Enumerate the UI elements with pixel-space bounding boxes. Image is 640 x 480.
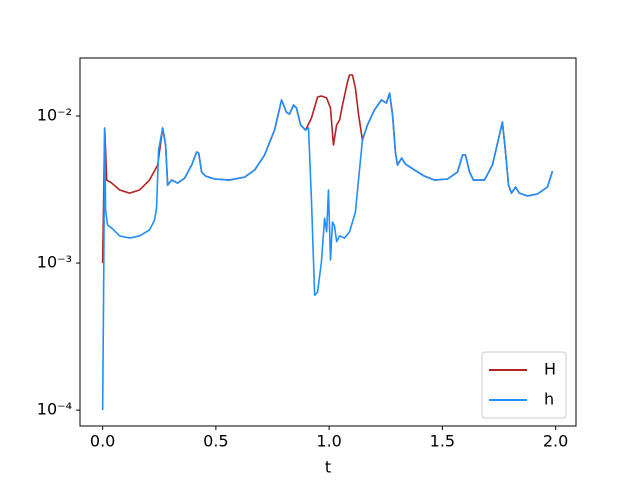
plot-frame xyxy=(79,57,577,427)
legend-box xyxy=(481,351,567,419)
legend-label: h xyxy=(544,390,554,409)
x-tick-label: 2.0 xyxy=(543,432,568,451)
x-tick-label: 1.0 xyxy=(316,432,341,451)
y-tick-label: 10⁻³ xyxy=(37,253,72,272)
x-tick-label: 0.0 xyxy=(90,432,115,451)
legend-label: H xyxy=(544,360,556,379)
x-tick-label: 1.5 xyxy=(430,432,455,451)
x-axis-label: t xyxy=(325,458,331,477)
series-line xyxy=(101,92,554,411)
y-tick-label: 10⁻² xyxy=(37,106,72,125)
y-tick-label: 10⁻⁴ xyxy=(37,400,72,419)
x-tick-label: 0.5 xyxy=(203,432,228,451)
